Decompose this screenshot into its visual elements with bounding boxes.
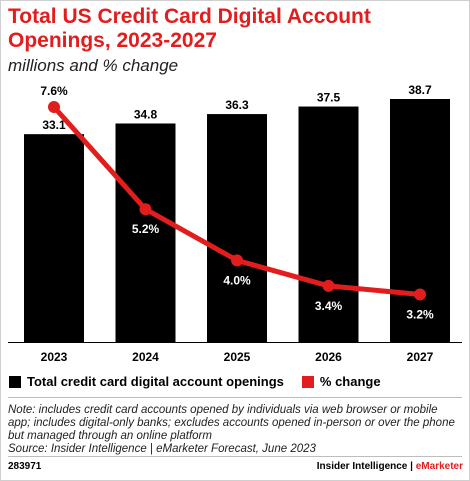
brand-name: Insider Intelligence | [316,461,413,472]
legend-label-line: % change [319,374,381,389]
bar-value-label: 36.3 [225,98,249,112]
bar [115,123,176,342]
chart-title: Total US Credit Card Digital Account Ope… [8,5,371,52]
x-tick-label: 2027 [407,350,434,364]
legend: Total credit card digital account openin… [9,374,399,389]
brand-accent: eMarketer [415,461,463,472]
legend-swatch-bars [9,375,21,388]
line-point [322,279,335,292]
note-block: Note: includes credit card accounts open… [8,404,463,456]
legend-label-bars: Total credit card digital account openin… [27,374,284,389]
bar [24,134,84,342]
chart-id: 283971 [8,461,42,472]
line-value-label: 3.4% [315,299,343,313]
legend-swatch-line [301,375,314,388]
x-tick-label: 2024 [132,350,159,364]
bar-value-label: 38.7 [408,83,432,97]
bar-value-label: 37.5 [317,91,341,105]
bar [390,99,450,342]
line-point [48,101,60,113]
legend-item-line: % change [301,374,381,389]
x-tick-label: 2023 [41,350,68,364]
x-tick-label: 2026 [315,350,342,364]
source-text: Source: Insider Intelligence | eMarketer… [8,443,316,455]
line-value-label: 3.2% [406,307,434,321]
x-tick-label: 2025 [224,350,251,364]
bar-value-label: 33.1 [42,118,66,132]
line-value-label: 5.2% [132,222,160,236]
line-value-label: 7.6% [40,84,68,98]
line-value-label: 4.0% [223,273,251,287]
line-point [414,288,426,301]
chart-subtitle: millions and % change [8,56,179,75]
footer: 283971 Insider Intelligence | eMarketer [8,461,463,472]
bar-value-label: 34.8 [134,107,158,121]
divider-top [8,397,462,398]
bar [298,106,359,342]
brand: Insider Intelligence | eMarketer [317,461,463,472]
combo-chart: 33.1 2023 34.8 2024 36.3 2025 37.5 2026 38.7 2027… [8,83,462,364]
divider-bottom [8,456,462,457]
line-point [139,203,152,216]
note-text: Note: includes credit card accounts open… [8,404,455,442]
bar [207,114,267,342]
line-point [231,254,243,267]
legend-item-bars: Total credit card digital account openin… [9,374,284,389]
